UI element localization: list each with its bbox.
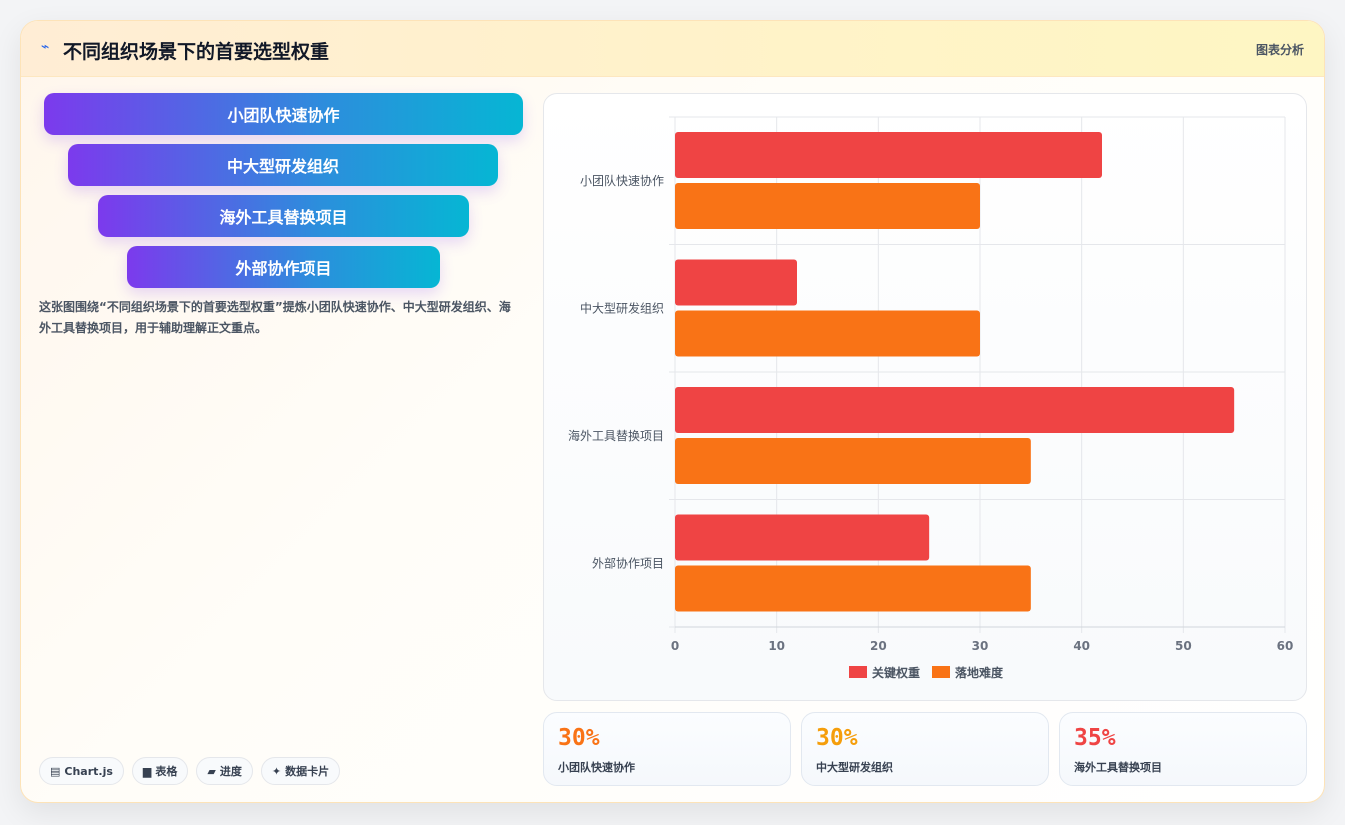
chart-analysis-tag: 图表分析 — [1255, 43, 1304, 57]
stat-value: 35% — [1074, 725, 1116, 751]
chart-description: 这张图围绕“不同组织场景下的首要选型权重”提炼小团队快速协作、中大型研发组织、海… — [39, 300, 511, 335]
bar-weight — [675, 387, 1235, 433]
stat-card-small-team: 30% 小团队快速协作 — [543, 712, 791, 786]
x-tick-label: 0 — [671, 639, 679, 653]
y-category-label: 中大型研发组织 — [580, 300, 664, 315]
chip-label: 进度 — [219, 765, 242, 778]
page-title: 不同组织场景下的首要选型权重 — [63, 41, 330, 63]
bar-weight — [675, 259, 797, 306]
chip-data-card: ✦ 数据卡片 — [260, 757, 341, 785]
progress-icon: ▰ — [207, 764, 216, 778]
x-tick-label: 50 — [1175, 639, 1192, 653]
bar-difficulty — [675, 183, 980, 229]
funnel-item-overseas-replace: 海外工具替换项目 — [98, 195, 469, 237]
chip-chartjs: ▤ Chart.js — [39, 757, 124, 785]
sparkle-icon: ✦ — [271, 764, 282, 778]
chip-table: ▆ 表格 — [131, 757, 189, 785]
stat-card-overseas: 35% 海外工具替换项目 — [1059, 712, 1307, 786]
x-tick-label: 40 — [1073, 639, 1090, 653]
chart-icon: ▤ — [50, 764, 61, 778]
bar-chart-panel: 0 10 20 30 40 50 60 小团队快速协作 中大型研发组织海外工具替换项目外部协作项… — [543, 93, 1307, 701]
card-header: ⌁ 不同组织场景下的首要选型权重 图表分析 — [21, 21, 1324, 77]
y-category-label: 小团队快速协作 — [580, 173, 664, 188]
bar-difficulty — [675, 565, 1031, 612]
chip-progress: ▰ 进度 — [196, 757, 253, 785]
legend-label: 关键权重 — [872, 665, 920, 680]
chip-label: Chart.js — [64, 764, 113, 778]
stat-label: 小团队快速协作 — [558, 761, 635, 774]
x-tick-label: 60 — [1277, 639, 1294, 653]
funnel-item-external-collab: 外部协作项目 — [127, 246, 440, 288]
bar-difficulty — [675, 310, 980, 357]
bar-weight — [675, 132, 1102, 178]
table-icon: ▆ — [142, 764, 152, 778]
bar-chart: 0 10 20 30 40 50 60 小团队快速协作中大型研发组织海外工具替换项目外部协作项… — [568, 116, 1294, 680]
x-tick-label: 20 — [870, 639, 887, 653]
stat-label: 中大型研发组织 — [816, 761, 893, 774]
funnel-item-small-team: 小团队快速协作 — [44, 93, 523, 135]
chip-label: 数据卡片 — [285, 765, 330, 778]
stat-card-large-org: 30% 中大型研发组织 — [801, 712, 1049, 786]
y-category-label: 海外工具替换项目 — [568, 428, 664, 443]
legend-swatch — [849, 666, 867, 678]
wave-icon: ⌁ — [41, 39, 50, 55]
legend-swatch — [932, 666, 950, 678]
stat-value: 30% — [558, 725, 600, 751]
stat-value: 30% — [816, 725, 858, 751]
x-tick-label: 30 — [972, 639, 989, 653]
funnel-item-large-org: 中大型研发组织 — [68, 144, 498, 186]
chip-label: 表格 — [155, 765, 178, 778]
x-tick-label: 10 — [768, 639, 785, 653]
chart-card: ⌁ 不同组织场景下的首要选型权重 图表分析 小团队快速协作 中大型研发组织 海外… — [20, 20, 1325, 803]
bar-difficulty — [675, 438, 1031, 484]
legend-label: 落地难度 — [955, 665, 1004, 680]
stat-label: 海外工具替换项目 — [1074, 761, 1162, 774]
y-category-label: 外部协作项目 — [592, 555, 664, 570]
tech-chips: ▤ Chart.js ▆ 表格 ▰ 进度 ✦ 数据卡片 — [39, 757, 341, 785]
bar-weight — [675, 514, 930, 561]
